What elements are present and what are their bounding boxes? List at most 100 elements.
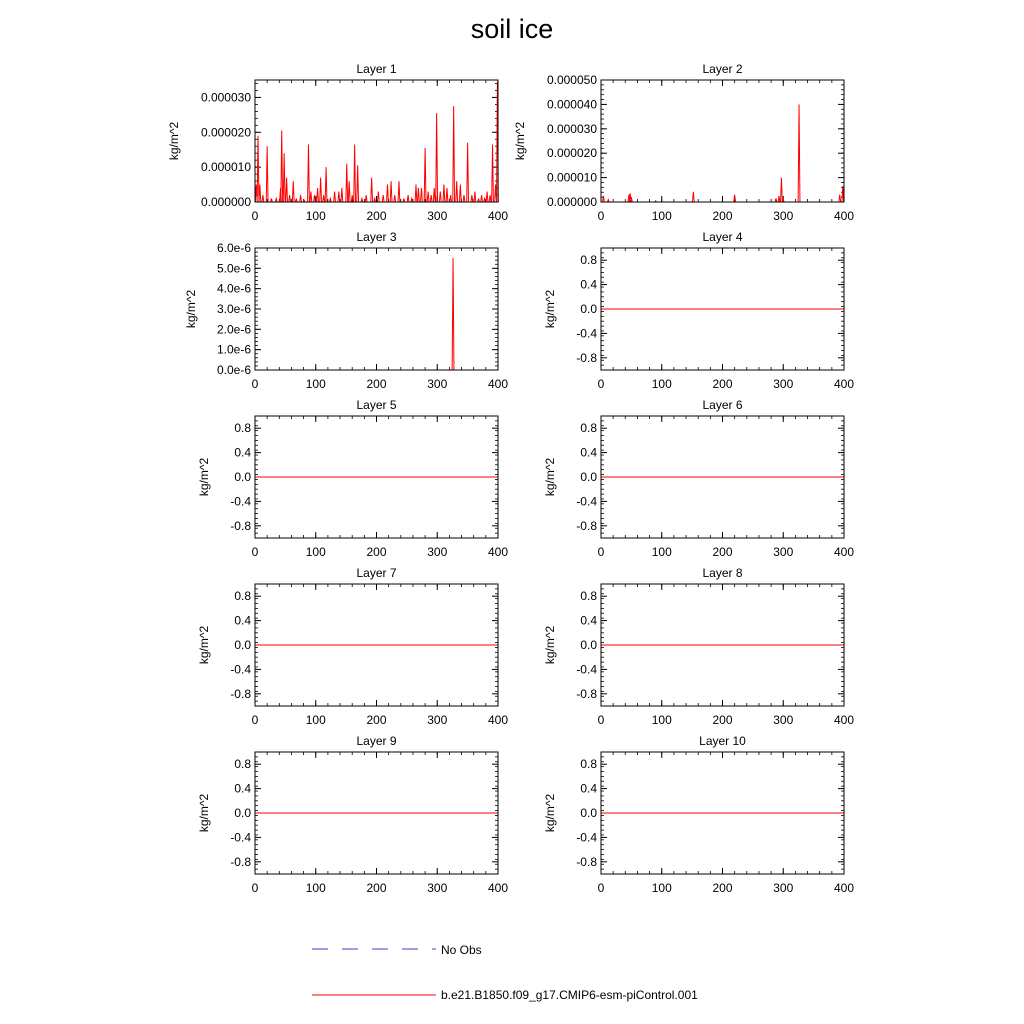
y-tick-label: 0.4 — [234, 446, 251, 460]
y-tick-label: 0.0 — [580, 638, 597, 652]
y-axis-label: kg/m^2 — [543, 458, 557, 497]
x-tick-label: 300 — [773, 377, 793, 391]
panel-layer-2: Layer 2 kg/m^2 0 100 200 300 400 0.000000 0.0000… — [513, 62, 854, 223]
y-tick-label: 0.8 — [580, 253, 597, 267]
plot-frame — [254, 751, 499, 875]
x-tick-label: 400 — [488, 377, 508, 391]
x-tick-label: 400 — [834, 377, 854, 391]
panel-layer-6: Layer 6 kg/m^2 0 100 200 300 400 0.8 0.4 0.0 -0.4 -… — [543, 398, 854, 559]
x-tick-label: 400 — [834, 545, 854, 559]
page-title: soil ice — [470, 14, 554, 44]
x-tick-label: 300 — [427, 377, 447, 391]
x-tick-label: 200 — [366, 881, 386, 895]
y-axis-label: kg/m^2 — [167, 122, 181, 161]
x-tick-label: 100 — [652, 377, 672, 391]
series-line-model — [255, 258, 498, 371]
plot-frame — [254, 583, 499, 707]
plot-frame — [254, 415, 499, 539]
y-tick-label: 0.000020 — [201, 125, 251, 139]
x-tick-label: 0 — [252, 545, 259, 559]
y-tick-label: 0.0 — [234, 806, 251, 820]
y-tick-label: -0.8 — [576, 519, 597, 533]
y-tick-label: -0.4 — [576, 662, 597, 676]
x-tick-label: 0 — [598, 545, 605, 559]
legend: No Obs b.e21.B1850.f09_g17.CMIP6-esm-piCo… — [312, 943, 698, 1002]
x-tick-label: 0 — [598, 881, 605, 895]
y-tick-label: -0.8 — [230, 687, 251, 701]
y-tick-label: -0.8 — [576, 351, 597, 365]
y-tick-label: 0.0 — [234, 638, 251, 652]
y-tick-label: -0.4 — [230, 494, 251, 508]
x-tick-label: 300 — [427, 713, 447, 727]
y-tick-label: 4.0e-6 — [217, 282, 251, 296]
y-tick-label: 5.0e-6 — [217, 261, 251, 275]
plot-frame — [600, 751, 845, 875]
x-tick-label: 0 — [598, 713, 605, 727]
x-tick-label: 200 — [366, 209, 386, 223]
panel-layer-10: Layer 10 kg/m^2 0 100 200 300 400 0.8 0.4 0.0 -0.4… — [543, 734, 854, 895]
y-tick-label: 0.4 — [580, 782, 597, 796]
y-tick-label: 0.4 — [234, 782, 251, 796]
x-tick-label: 300 — [773, 209, 793, 223]
x-tick-label: 200 — [366, 377, 386, 391]
y-tick-label: -0.8 — [576, 855, 597, 869]
y-tick-label: -0.4 — [576, 494, 597, 508]
y-axis-label: kg/m^2 — [513, 122, 527, 161]
plot-frame — [600, 583, 845, 707]
x-tick-label: 100 — [652, 545, 672, 559]
x-tick-label: 100 — [306, 377, 326, 391]
x-tick-label: 100 — [306, 209, 326, 223]
x-tick-label: 400 — [834, 209, 854, 223]
x-tick-label: 100 — [652, 881, 672, 895]
series-line-model — [601, 104, 845, 203]
panel-layer-8: Layer 8 kg/m^2 0 100 200 300 400 0.8 0.4 0.0 -0.4 -… — [543, 566, 854, 727]
y-tick-label: 0.4 — [580, 446, 597, 460]
plot-frame — [254, 247, 499, 371]
y-axis-label: kg/m^2 — [197, 458, 211, 497]
y-axis-label: kg/m^2 — [184, 290, 198, 329]
x-tick-label: 300 — [773, 713, 793, 727]
plot-frame — [254, 79, 499, 203]
x-tick-label: 100 — [306, 545, 326, 559]
y-tick-label: -0.4 — [576, 830, 597, 844]
y-tick-label: 0.8 — [580, 757, 597, 771]
y-tick-label: -0.8 — [230, 855, 251, 869]
y-tick-label: 0.0 — [234, 470, 251, 484]
panel-layer-4: Layer 4 kg/m^2 0 100 200 300 400 0.8 0.4 0.0 -0.4 -… — [543, 230, 854, 391]
x-tick-label: 300 — [427, 209, 447, 223]
y-tick-label: 0.8 — [580, 589, 597, 603]
x-tick-label: 0 — [598, 377, 605, 391]
x-tick-label: 300 — [773, 545, 793, 559]
x-tick-label: 200 — [712, 209, 732, 223]
y-tick-label: 0.000000 — [201, 195, 251, 209]
x-tick-label: 200 — [366, 713, 386, 727]
x-tick-label: 100 — [652, 209, 672, 223]
y-tick-label: -0.4 — [230, 830, 251, 844]
y-tick-label: 0.000040 — [547, 97, 597, 111]
plot-frame — [600, 247, 845, 371]
x-tick-label: 400 — [488, 209, 508, 223]
y-tick-label: 0.000050 — [547, 73, 597, 87]
y-tick-label: 0.000000 — [547, 195, 597, 209]
y-tick-label: 0.8 — [234, 589, 251, 603]
panel-title: Layer 2 — [702, 62, 742, 76]
panel-title: Layer 4 — [702, 230, 742, 244]
x-tick-label: 0 — [252, 881, 259, 895]
panel-title: Layer 8 — [702, 566, 742, 580]
y-tick-label: 1.0e-6 — [217, 343, 251, 357]
y-axis-label: kg/m^2 — [543, 794, 557, 833]
y-axis-label: kg/m^2 — [197, 626, 211, 665]
y-axis-label: kg/m^2 — [543, 626, 557, 665]
y-tick-label: -0.4 — [576, 326, 597, 340]
panel-title: Layer 9 — [356, 734, 396, 748]
y-tick-label: 0.4 — [234, 614, 251, 628]
y-tick-label: 0.8 — [234, 421, 251, 435]
y-axis-label: kg/m^2 — [543, 290, 557, 329]
series-line-model — [254, 81, 499, 203]
y-tick-label: 0.0 — [580, 806, 597, 820]
panel-layer-1: Layer 1 kg/m^2 0 100 200 300 400 0.000000 0.0000… — [167, 62, 508, 223]
y-tick-label: 6.0e-6 — [217, 241, 251, 255]
x-tick-label: 100 — [306, 881, 326, 895]
x-tick-label: 0 — [252, 713, 259, 727]
